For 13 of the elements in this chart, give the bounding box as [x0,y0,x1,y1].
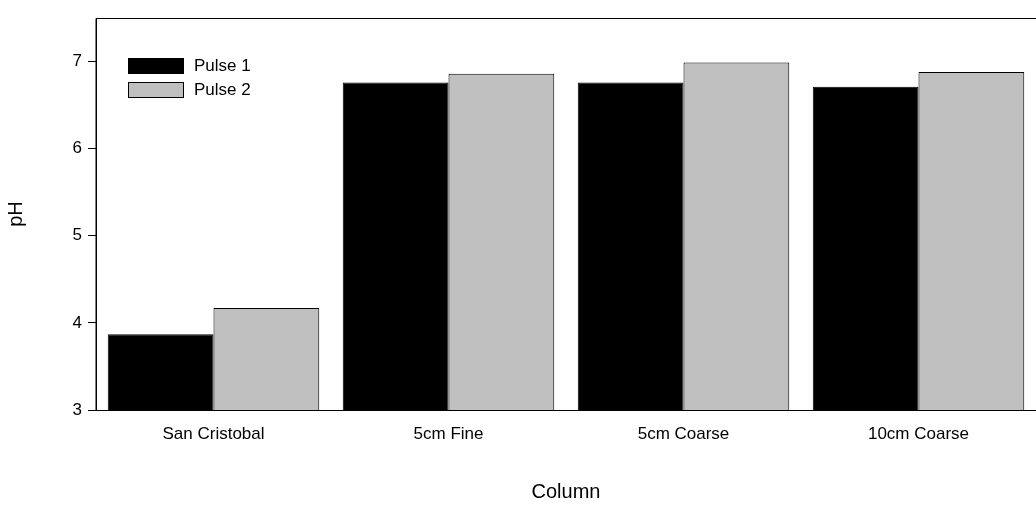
x-tick-label: 5cm Coarse [637,423,730,443]
x-tick-label: 10cm Coarse [867,423,970,443]
legend-label: Pulse 1 [194,56,251,76]
y-tick-label: 6 [72,138,82,158]
legend-label: Pulse 2 [194,80,251,100]
x-tick-label: San Cristobal [162,423,265,443]
y-tick-label: 7 [72,51,82,71]
x-tick-label: 5cm Fine [413,423,484,443]
y-tick-label: 3 [72,399,82,419]
y-tick-label: 4 [72,312,82,332]
x-axis-title: Column [531,479,601,502]
y-axis-title: pH [3,201,26,227]
y-tick-label: 5 [72,225,82,245]
